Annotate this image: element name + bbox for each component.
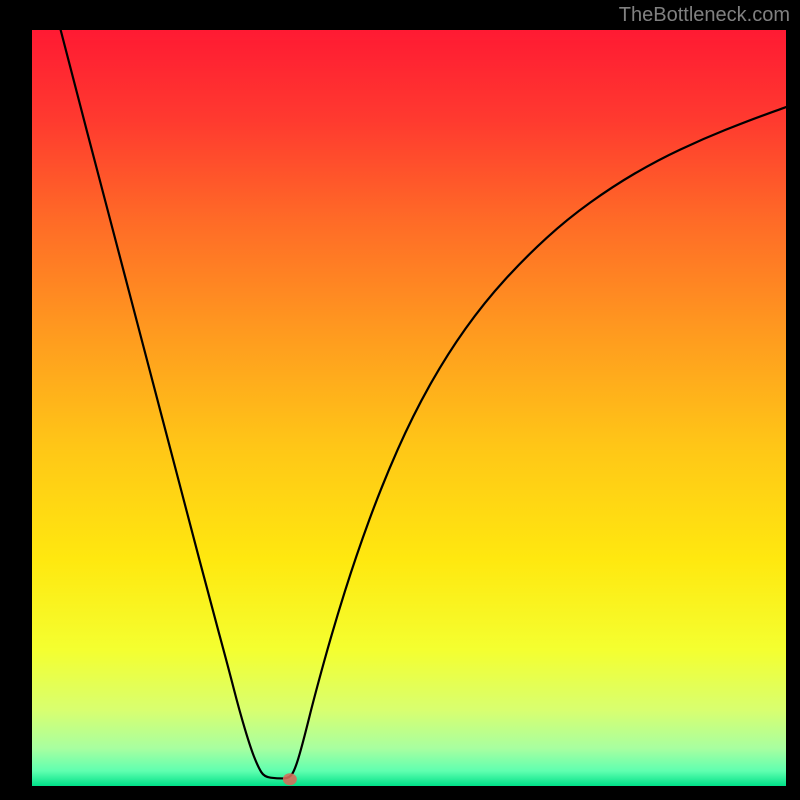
curve-layer (32, 30, 786, 786)
minimum-marker (283, 773, 297, 785)
chart-container: TheBottleneck.com (0, 0, 800, 800)
bottleneck-curve (61, 30, 786, 778)
watermark-text: TheBottleneck.com (619, 4, 790, 27)
plot-area (32, 30, 786, 786)
